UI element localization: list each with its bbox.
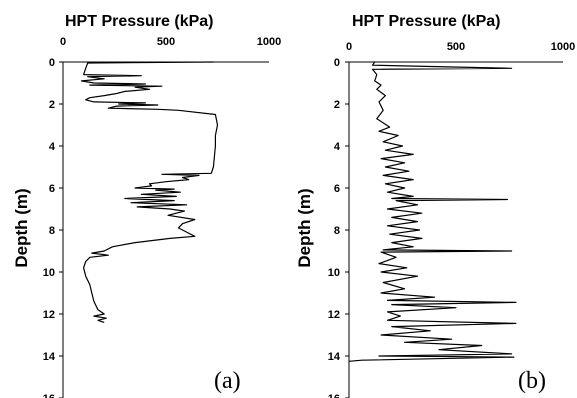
y-ticks-a: 0 2 4 6 8 10 12 14 16 (43, 57, 63, 398)
y-tick-label-a: 0 (49, 57, 55, 69)
y-tick-label-a: 14 (43, 351, 56, 363)
panel-label-b: (b) (518, 368, 546, 394)
panel-a: HPT Pressure (kPa) Depth (m) 0 500 1000 0 2… (12, 13, 281, 398)
x-ticks-a: 0 500 1000 (60, 36, 281, 48)
y-tick-label-b: 10 (328, 267, 340, 279)
x-tick-label-b: 0 (346, 41, 352, 53)
y-tick-label-b: 6 (334, 183, 340, 195)
y-tick-label-a: 10 (43, 267, 55, 279)
x-tick-label-a: 1000 (257, 36, 281, 48)
y-tick-label-b: 4 (334, 141, 341, 153)
y-tick-label-b: 8 (334, 225, 340, 237)
ylabel-b: Depth (m) (295, 188, 314, 267)
y-tick-label-a: 8 (49, 225, 55, 237)
y-tick-label-a: 6 (49, 183, 55, 195)
y-tick-label-b: 16 (328, 393, 340, 398)
y-ticks-b: 0 2 4 6 8 10 12 14 16 (328, 57, 349, 398)
title-a: HPT Pressure (kPa) (65, 13, 214, 30)
series-a (80, 61, 219, 323)
y-tick-label-a: 2 (49, 99, 55, 111)
y-tick-label-b: 0 (334, 57, 340, 69)
series-b (348, 61, 517, 362)
pressure-trace-b (348, 61, 517, 362)
x-tick-label-b: 500 (447, 41, 465, 53)
y-tick-label-b: 12 (328, 309, 340, 321)
y-tick-label-b: 2 (334, 99, 340, 111)
panel-b: HPT Pressure (kPa) Depth (m) 0 500 1000 0 2… (295, 13, 575, 398)
x-tick-label-b: 1000 (551, 41, 575, 53)
panel-label-a: (a) (214, 368, 241, 394)
pressure-trace-a (80, 61, 219, 323)
ylabel-a: Depth (m) (12, 188, 31, 267)
title-b: HPT Pressure (kPa) (352, 13, 501, 30)
y-tick-label-a: 12 (43, 309, 55, 321)
y-tick-label-b: 14 (328, 351, 341, 363)
y-tick-label-a: 4 (49, 141, 56, 153)
x-tick-label-a: 0 (60, 36, 66, 48)
y-tick-label-a: 16 (43, 393, 55, 398)
x-ticks-b: 0 500 1000 (346, 41, 575, 53)
x-tick-label-a: 500 (157, 36, 175, 48)
